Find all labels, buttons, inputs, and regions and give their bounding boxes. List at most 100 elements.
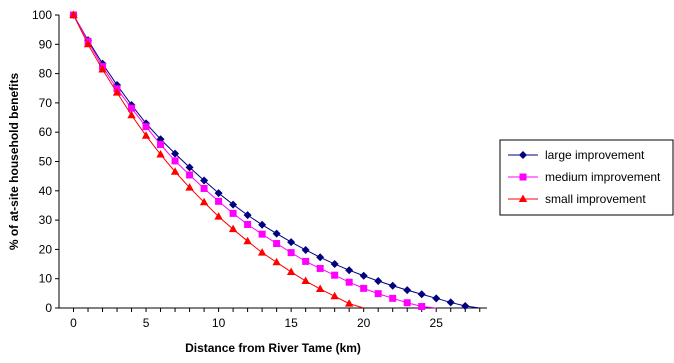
x-tick-label: 0	[70, 316, 77, 330]
y-tick-label: 100	[32, 8, 52, 22]
y-tick-label: 60	[39, 125, 53, 139]
data-point	[244, 220, 252, 228]
data-point	[417, 290, 426, 299]
data-point	[98, 64, 107, 73]
data-point	[272, 257, 281, 266]
data-point	[273, 240, 281, 248]
data-point	[389, 294, 397, 302]
legend: large improvement medium improvement small…	[499, 139, 674, 216]
x-tick-label: 15	[284, 316, 298, 330]
y-tick-label: 90	[39, 37, 53, 51]
legend-label: small improvement	[545, 192, 646, 206]
data-point	[360, 284, 368, 292]
x-tick-label: 20	[357, 316, 371, 330]
legend-items: large improvement medium improvement small…	[508, 148, 661, 206]
data-point	[83, 39, 93, 48]
legend-marker	[519, 173, 527, 181]
data-point	[199, 197, 209, 206]
data-point	[157, 141, 165, 149]
data-point	[388, 281, 397, 290]
data-point	[127, 110, 136, 119]
data-point	[215, 197, 223, 205]
data-point	[257, 248, 267, 256]
data-point	[128, 104, 136, 112]
data-point	[403, 299, 411, 307]
legend-label: large improvement	[545, 148, 645, 162]
data-point	[141, 131, 151, 139]
y-tick-label: 40	[39, 184, 53, 198]
data-point	[461, 301, 470, 310]
data-point	[214, 212, 223, 220]
data-point	[228, 224, 238, 233]
data-point	[200, 184, 208, 192]
series-1	[70, 11, 437, 311]
data-point	[446, 298, 455, 307]
data-point	[185, 163, 194, 172]
data-point	[156, 149, 165, 158]
data-point	[331, 271, 339, 279]
y-tick-label: 20	[39, 242, 53, 256]
data-point	[243, 211, 252, 220]
legend-marker	[518, 194, 528, 202]
data-point	[302, 257, 310, 265]
data-point	[345, 266, 354, 275]
data-point	[258, 230, 266, 238]
data-point	[287, 249, 295, 257]
data-point	[330, 291, 339, 300]
data-point	[186, 171, 194, 179]
data-point	[374, 290, 382, 298]
y-axis-title: % of at-site household benefits	[7, 73, 21, 251]
y-tick-label: 0	[45, 301, 52, 315]
data-point	[287, 238, 296, 247]
data-point	[374, 277, 383, 286]
data-point	[229, 200, 238, 209]
data-point	[69, 10, 78, 18]
data-point	[258, 220, 267, 229]
x-axis-title: Distance from River Tame (km)	[185, 341, 361, 355]
data-point	[301, 245, 310, 254]
data-point	[142, 123, 150, 131]
series-line	[73, 14, 364, 309]
y-tick-label: 80	[39, 67, 53, 81]
data-point	[170, 167, 180, 175]
series-2	[69, 10, 364, 309]
data-point	[432, 294, 441, 303]
data-point	[315, 284, 325, 292]
x-tick-label: 10	[212, 316, 226, 330]
data-point	[243, 236, 252, 245]
data-point	[359, 271, 368, 280]
data-point	[316, 264, 324, 272]
data-point	[112, 88, 122, 96]
data-point	[214, 189, 223, 198]
legend-item: small improvement	[508, 192, 646, 206]
data-point	[330, 260, 339, 269]
x-tick-label: 5	[143, 316, 150, 330]
series-line	[73, 14, 437, 309]
data-point	[185, 183, 194, 191]
data-point	[301, 276, 310, 285]
series-layer	[69, 10, 480, 311]
axes: 0 10 20 30 40 50 60 70 80 90 100 0 5 10 15 20 25	[32, 8, 487, 330]
data-point	[171, 149, 180, 158]
y-tick-label: 10	[39, 272, 53, 286]
data-point	[200, 176, 209, 185]
y-tick-label: 30	[39, 213, 53, 227]
legend-label: medium improvement	[545, 170, 661, 184]
data-point	[418, 303, 426, 311]
legend-item: large improvement	[508, 148, 645, 162]
data-point	[229, 209, 237, 217]
legend-marker	[519, 151, 527, 159]
x-tick-label: 25	[430, 316, 444, 330]
data-point	[316, 253, 325, 262]
data-point	[403, 286, 412, 295]
y-tick-label: 70	[39, 96, 53, 110]
y-tick-label: 50	[39, 155, 53, 169]
data-point	[345, 278, 353, 286]
legend-item: medium improvement	[508, 170, 661, 184]
data-point	[344, 299, 354, 307]
data-point	[171, 157, 179, 165]
data-point	[286, 267, 296, 275]
data-point	[272, 229, 281, 238]
